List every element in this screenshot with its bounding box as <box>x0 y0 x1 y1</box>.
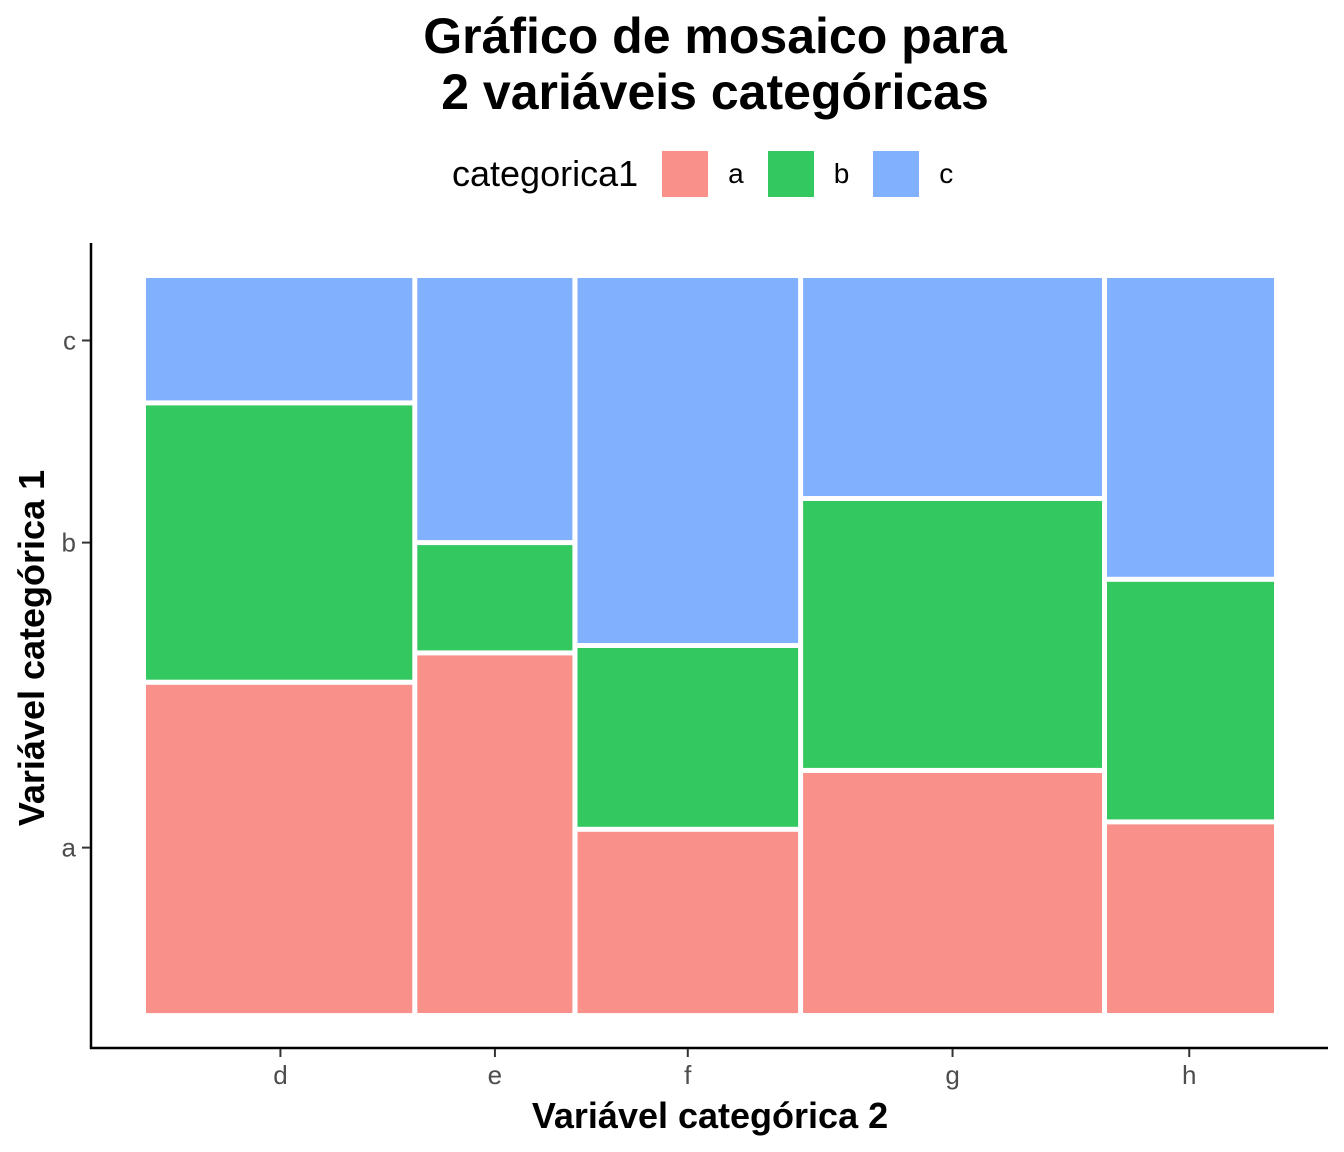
chart-title-line2: 2 variáveis categóricas <box>441 64 989 120</box>
legend-label-b: b <box>833 158 850 189</box>
chart-title-line1: Gráfico de mosaico para <box>423 8 1007 64</box>
legend-key-b <box>767 151 814 197</box>
tile-f-b <box>577 648 799 827</box>
x-ticks: d e f g h <box>273 1049 1196 1090</box>
tile-e-b <box>417 545 573 651</box>
legend-title: categorica1 <box>452 153 639 194</box>
legend-key-a <box>662 151 709 197</box>
x-tick-label-d: d <box>273 1060 287 1090</box>
tile-d-c <box>146 278 413 401</box>
tile-g-b <box>803 501 1102 768</box>
legend-label-c: c <box>939 158 954 189</box>
y-axis-title: Variável categórica 1 <box>11 470 52 826</box>
x-tick-label-g: g <box>945 1060 959 1090</box>
tile-f-c <box>577 278 799 643</box>
tile-d-b <box>146 405 413 680</box>
tile-h-a <box>1107 824 1274 1013</box>
y-ticks: a b c <box>62 325 90 863</box>
tile-g-a <box>803 773 1102 1013</box>
chart-title: Gráfico de mosaico para 2 variáveis cate… <box>0 8 1344 120</box>
tile-f-a <box>577 831 799 1014</box>
y-tick-label-b: b <box>62 528 76 558</box>
x-tick-label-f: f <box>684 1060 692 1090</box>
legend: categorica1 a b c <box>452 150 977 198</box>
y-tick-label-a: a <box>62 833 77 863</box>
tile-d-a <box>146 684 413 1014</box>
tile-h-b <box>1107 581 1274 820</box>
tile-g-c <box>803 278 1102 496</box>
x-axis-title: Variável categórica 2 <box>532 1095 888 1136</box>
tile-e-c <box>417 278 573 541</box>
mosaic-tiles <box>146 278 1274 1014</box>
y-tick-label-c: c <box>63 325 76 355</box>
legend-key-c <box>873 151 920 197</box>
legend-label-a: a <box>728 158 744 189</box>
x-tick-label-h: h <box>1182 1060 1196 1090</box>
tile-h-c <box>1107 278 1274 577</box>
tile-e-a <box>417 655 573 1013</box>
x-tick-label-e: e <box>488 1060 502 1090</box>
